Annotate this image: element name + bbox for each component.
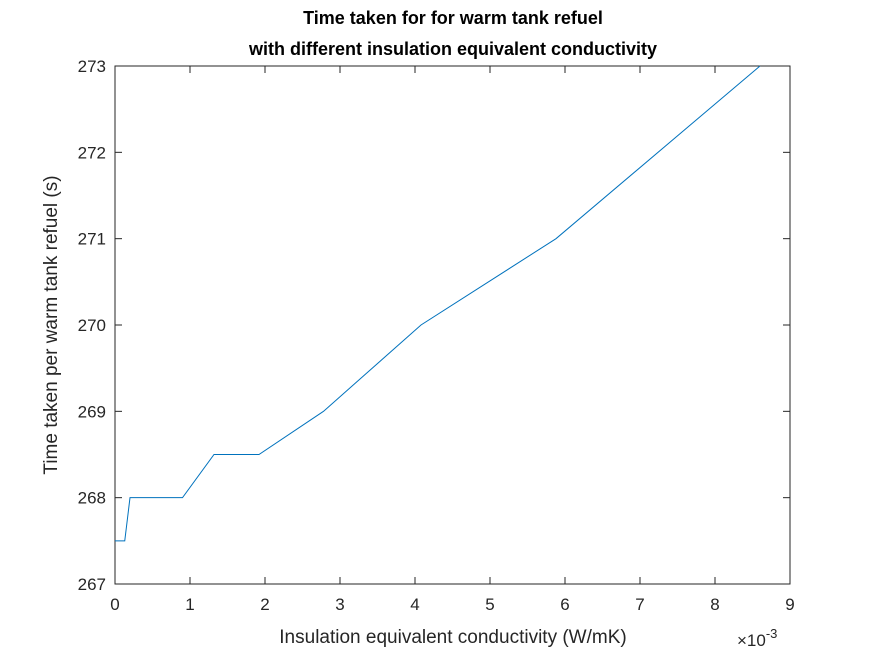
x-axis-exponent-base: ×10 xyxy=(737,631,766,650)
y-tick-label: 272 xyxy=(78,143,106,162)
x-tick-label: 6 xyxy=(560,595,569,614)
y-axis-label: Time taken per warm tank refuel (s) xyxy=(41,175,62,474)
axes-box xyxy=(114,65,791,585)
x-tick-label: 3 xyxy=(335,595,344,614)
y-tick-label: 268 xyxy=(78,489,106,508)
y-axis-ticks: 267 268 269 270 271 272 273 xyxy=(78,57,790,594)
x-tick-label: 9 xyxy=(785,595,794,614)
plot-area xyxy=(114,65,791,585)
y-tick-label: 271 xyxy=(78,230,106,249)
series-line-0 xyxy=(115,65,761,542)
x-axis-exponent-power: -3 xyxy=(766,626,778,641)
y-tick-label: 270 xyxy=(78,316,106,335)
chart-title-line-2: with different insulation equivalent con… xyxy=(248,39,657,59)
y-tick-label: 267 xyxy=(78,575,106,594)
chart-title-line-1: Time taken for for warm tank refuel xyxy=(303,8,603,28)
y-tick-label: 269 xyxy=(78,402,106,421)
y-tick-label: 273 xyxy=(78,57,106,76)
x-tick-label: 2 xyxy=(260,595,269,614)
x-axis-label: Insulation equivalent conductivity (W/mK… xyxy=(279,627,626,648)
x-tick-label: 5 xyxy=(485,595,494,614)
x-tick-label: 1 xyxy=(185,595,194,614)
x-tick-label: 0 xyxy=(110,595,119,614)
x-axis-exponent-label: ×10-3 xyxy=(737,626,777,650)
x-tick-label: 7 xyxy=(635,595,644,614)
x-tick-label: 8 xyxy=(710,595,719,614)
x-axis-ticks: 0 1 2 3 4 5 6 7 8 9 xyxy=(110,66,795,614)
x-tick-label: 4 xyxy=(410,595,419,614)
